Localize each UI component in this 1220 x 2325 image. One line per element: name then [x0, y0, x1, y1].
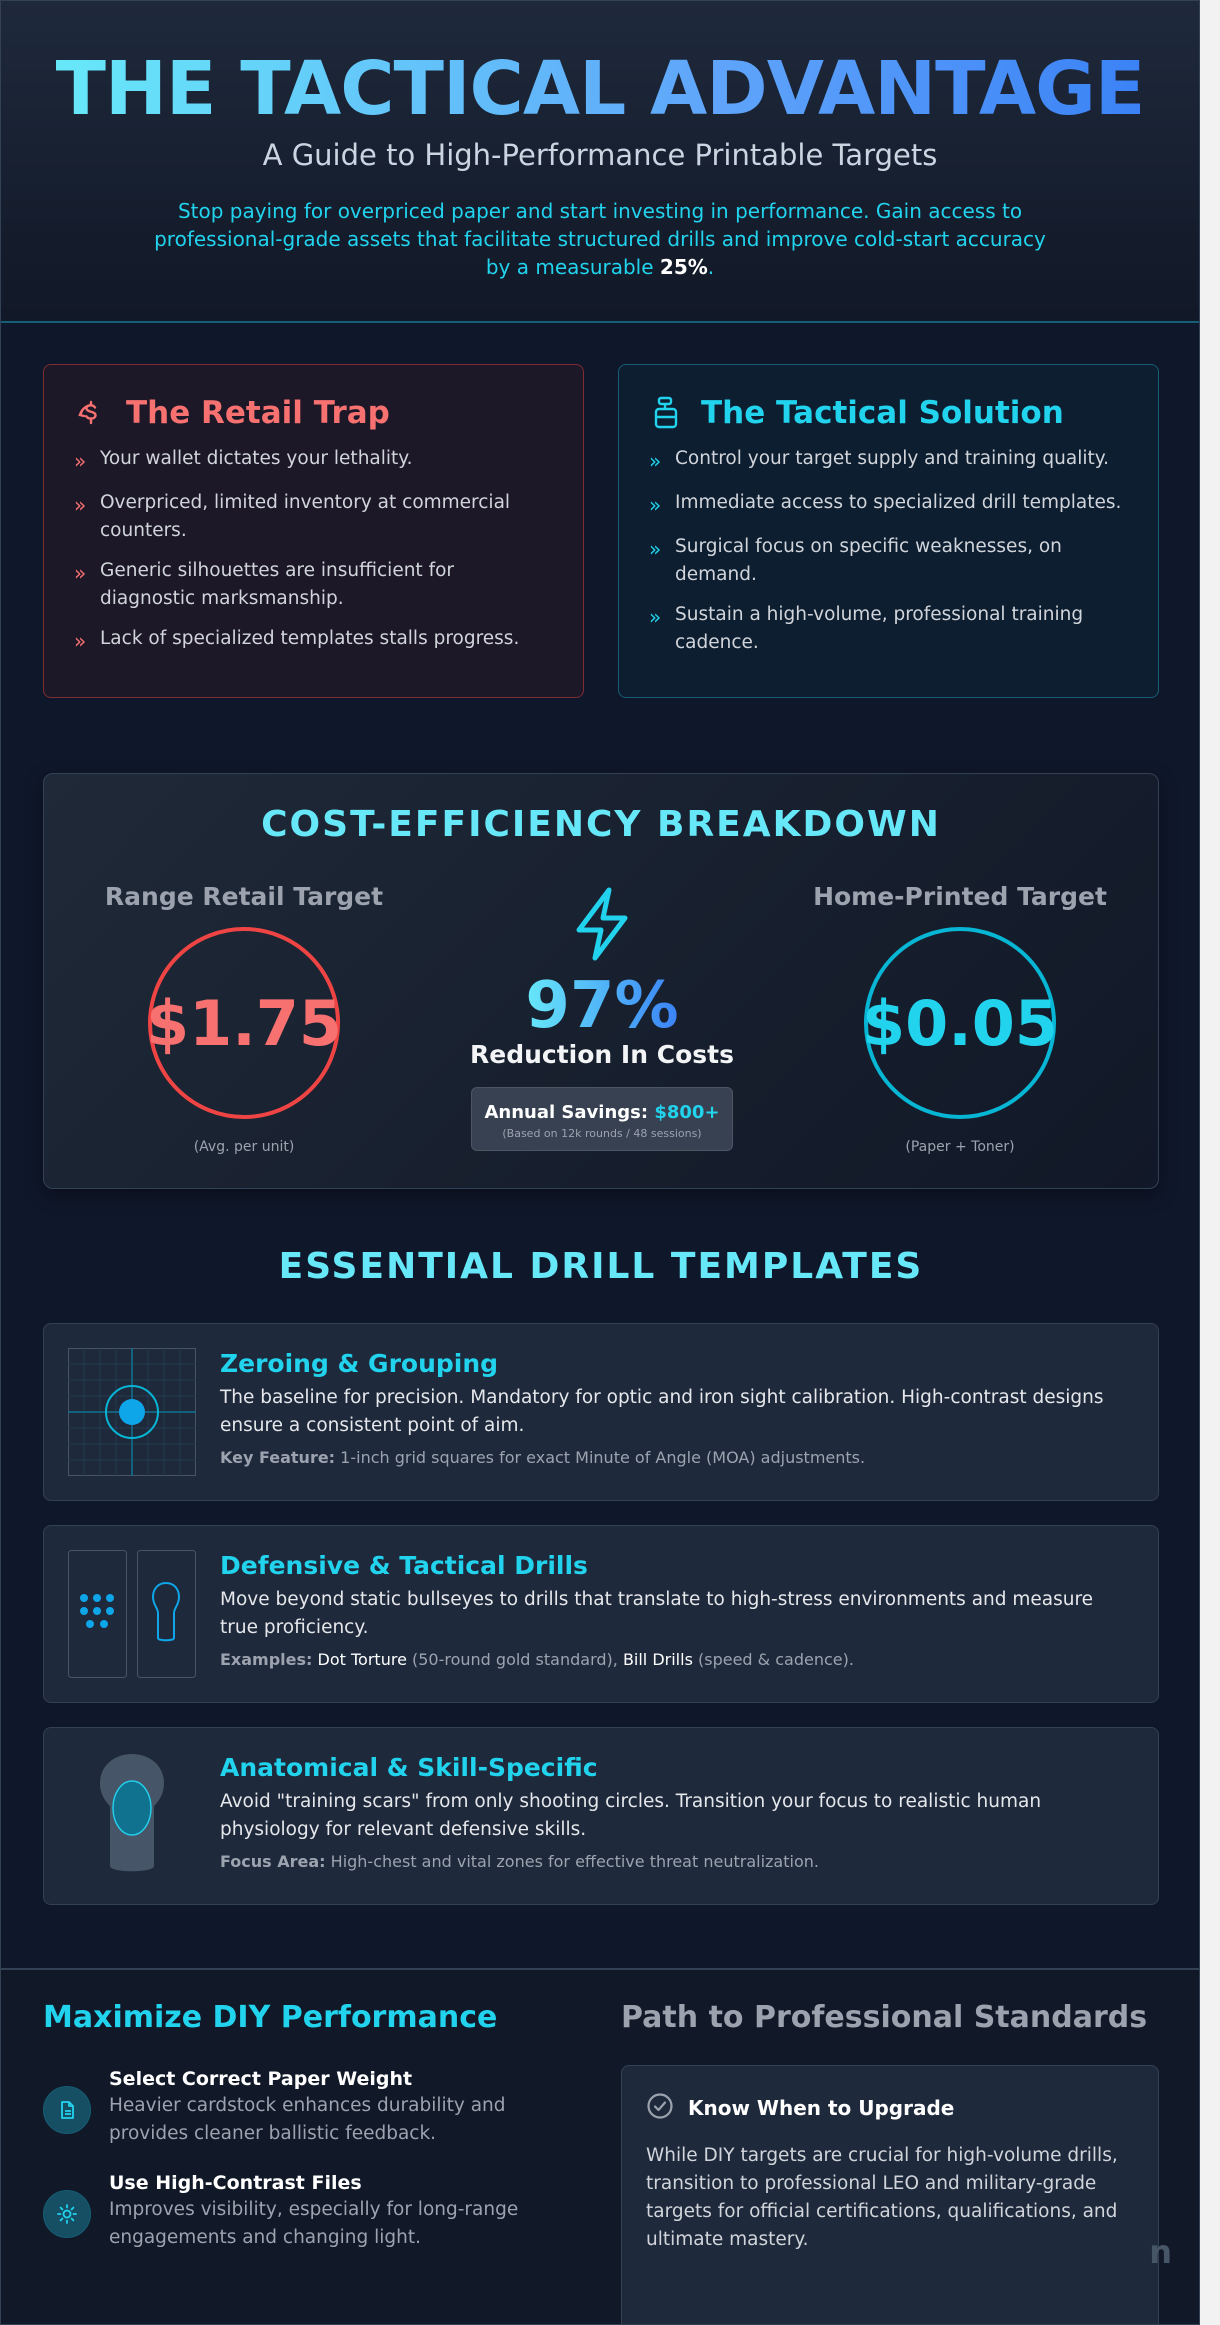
- retail-price-circle: $1.75: [146, 927, 342, 1119]
- retail-cost-note: (Avg. per unit): [193, 1139, 295, 1155]
- drill-card-anatomical: Anatomical & Skill-Specific Avoid "train…: [43, 1727, 1159, 1905]
- chevron-right-icon: »: [74, 629, 87, 653]
- tip-paper-weight: Select Correct Paper Weight Heavier card…: [43, 2066, 583, 2148]
- drill-meta: Key Feature: 1-inch grid squares for exa…: [220, 1448, 866, 1467]
- list-item: » Lack of specialized templates stalls pr…: [74, 625, 553, 657]
- list-item: » Overpriced, limited inventory at commer…: [74, 489, 553, 545]
- chevron-right-icon: »: [649, 449, 662, 473]
- home-cost-label: Home-Printed Target: [813, 882, 1107, 911]
- cost-breakdown: COST-EFFICIENCY BREAKDOWN Range Retail T…: [43, 773, 1159, 1189]
- retail-cost-column: Range Retail Target $1.75 (Avg. per unit…: [84, 882, 404, 1155]
- home-cost-note: (Paper + Toner): [905, 1139, 1015, 1155]
- drill-desc: Move beyond static bullseyes to drills t…: [220, 1589, 1094, 1638]
- drill-meta: Examples: Dot Torture (50-round gold sta…: [220, 1650, 854, 1669]
- diy-title: Maximize DIY Performance: [43, 2000, 498, 2035]
- tactical-solution-title: The Tactical Solution: [701, 395, 1064, 431]
- check-circle-icon: [646, 2092, 674, 2124]
- retail-trap-card: The Retail Trap » Your wallet dictates yo…: [43, 364, 584, 698]
- retail-trap-title: The Retail Trap: [126, 395, 390, 431]
- drill-card-zeroing: Zeroing & Grouping The baseline for prec…: [43, 1323, 1159, 1501]
- silhouette-icon: [68, 1752, 196, 1884]
- drill-title: Zeroing & Grouping: [220, 1349, 499, 1378]
- tip-desc: Improves visibility, especially for long…: [109, 2199, 519, 2248]
- savings-value: $800+: [654, 1102, 720, 1123]
- intro-body: Stop paying for overpriced paper and sta…: [154, 199, 1046, 279]
- upgrade-card-title: Know When to Upgrade: [688, 2096, 955, 2120]
- chevron-right-icon: »: [74, 493, 87, 517]
- list-item: » Generic silhouettes are insufficient fo…: [74, 557, 553, 613]
- tactical-solution-card: The Tactical Solution » Control your targ…: [618, 364, 1159, 698]
- intro-end: .: [707, 255, 715, 279]
- chevron-right-icon: »: [649, 605, 662, 629]
- sun-icon: [43, 2190, 91, 2238]
- reduction-label: Reduction In Costs: [470, 1040, 734, 1069]
- drills-title: ESSENTIAL DRILL TEMPLATES: [278, 1246, 924, 1287]
- drill-meta: Focus Area: High-chest and vital zones f…: [220, 1852, 819, 1871]
- footer-section: Maximize DIY Performance Select Correct …: [1, 1968, 1199, 2324]
- list-item: » Your wallet dictates your lethality.: [74, 445, 553, 477]
- drill-title: Anatomical & Skill-Specific: [220, 1753, 598, 1782]
- printer-icon: [649, 396, 683, 430]
- list-item: » Control your target supply and training…: [649, 445, 1128, 477]
- upgrade-card-desc: While DIY targets are crucial for high-v…: [646, 2145, 1118, 2250]
- tip-title: Use High-Contrast Files: [109, 2172, 362, 2194]
- comparison-section: The Retail Trap » Your wallet dictates yo…: [43, 364, 1159, 698]
- chevron-right-icon: »: [74, 561, 87, 585]
- drill-desc: Avoid "training scars" from only shootin…: [220, 1791, 1042, 1840]
- header: THE TACTICAL ADVANTAGE A Guide to High-P…: [1, 1, 1199, 323]
- drill-card-defensive: Defensive & Tactical Drills Move beyond …: [43, 1525, 1159, 1703]
- lightning-icon: [567, 887, 637, 966]
- retail-cost-label: Range Retail Target: [104, 882, 384, 911]
- no-money-icon: [74, 396, 108, 430]
- annual-savings-box: Annual Savings: $800+ (Based on 12k roun…: [471, 1087, 733, 1151]
- drill-title: Defensive & Tactical Drills: [220, 1551, 588, 1580]
- tip-desc: Heavier cardstock enhances durability an…: [109, 2095, 506, 2144]
- path-title: Path to Professional Standards: [621, 2000, 1148, 2035]
- home-price-circle: $0.05: [862, 927, 1058, 1119]
- list-item: » Surgical focus on specific weaknesses, …: [649, 533, 1128, 589]
- home-cost-column: Home-Printed Target $0.05 (Paper + Toner…: [800, 882, 1120, 1155]
- intro-text: Stop paying for overpriced paper and sta…: [145, 197, 1055, 281]
- tactical-solution-list: » Control your target supply and training…: [649, 445, 1128, 657]
- watermark-text: n: [1149, 2233, 1172, 2271]
- list-item: » Immediate access to specialized drill t…: [649, 489, 1128, 521]
- tip-high-contrast: Use High-Contrast Files Improves visibil…: [43, 2170, 583, 2252]
- list-item: » Sustain a high-volume, professional tra…: [649, 601, 1128, 657]
- grid-target-icon: [68, 1348, 196, 1480]
- document-icon: [43, 2086, 91, 2134]
- savings-label: Annual Savings:: [484, 1102, 649, 1123]
- page-title: THE TACTICAL ADVANTAGE: [56, 43, 1146, 135]
- page-subtitle: A Guide to High-Performance Printable Ta…: [262, 138, 938, 172]
- intro-highlight: 25%: [659, 255, 708, 279]
- chevron-right-icon: »: [649, 537, 662, 561]
- cost-title: COST-EFFICIENCY BREAKDOWN: [261, 804, 941, 845]
- reduction-column: 97% Reduction In Costs Annual Savings: $…: [452, 886, 752, 1151]
- dot-drill-icon: [68, 1550, 196, 1682]
- drill-desc: The baseline for precision. Mandatory fo…: [220, 1387, 1104, 1436]
- chevron-right-icon: »: [74, 449, 87, 473]
- reduction-percent: 97%: [525, 969, 679, 1043]
- tip-title: Select Correct Paper Weight: [109, 2068, 413, 2090]
- upgrade-card: Know When to Upgrade While DIY targets a…: [621, 2065, 1172, 2324]
- chevron-right-icon: »: [649, 493, 662, 517]
- savings-note: (Based on 12k rounds / 48 sessions): [502, 1127, 702, 1140]
- retail-trap-list: » Your wallet dictates your lethality. » O…: [74, 445, 553, 657]
